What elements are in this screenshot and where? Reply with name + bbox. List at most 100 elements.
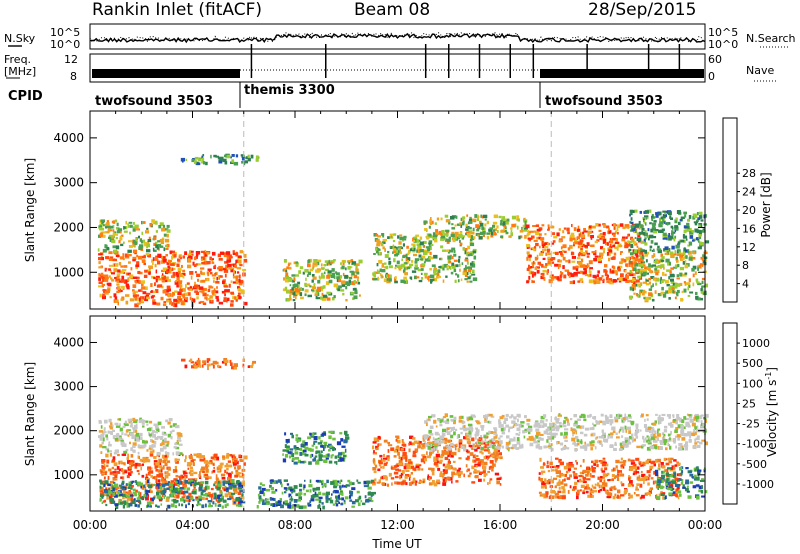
range-gate-cell	[120, 243, 124, 247]
range-gate-cell	[453, 421, 456, 425]
range-gate-cell	[698, 234, 702, 237]
range-gate-cell	[465, 228, 469, 231]
range-gate-cell	[112, 477, 116, 481]
range-gate-cell	[174, 465, 177, 470]
range-gate-cell	[109, 453, 112, 457]
range-gate-cell	[484, 435, 489, 438]
range-gate-cell	[418, 279, 423, 283]
range-gate-cell	[572, 266, 577, 270]
range-gate-cell	[469, 434, 472, 438]
range-gate-cell	[687, 249, 690, 254]
range-gate-cell	[195, 286, 200, 290]
range-gate-cell	[122, 490, 126, 494]
range-gate-cell	[112, 258, 117, 262]
range-gate-cell	[210, 459, 213, 462]
range-gate-cell	[98, 225, 102, 228]
range-gate-cell	[168, 298, 172, 301]
range-gate-cell	[411, 247, 416, 251]
freq-tick-high: 12	[64, 53, 78, 66]
range-gate-cell	[426, 422, 428, 427]
range-gate-cell	[178, 255, 181, 259]
range-gate-cell	[146, 501, 152, 505]
range-gate-cell	[487, 449, 490, 453]
range-gate-cell	[183, 490, 189, 494]
range-gate-cell	[191, 297, 194, 302]
range-gate-cell	[160, 296, 164, 301]
range-gate-cell	[186, 495, 190, 499]
range-gate-cell	[101, 472, 106, 475]
range-gate-cell	[453, 250, 456, 253]
range-gate-cell	[616, 248, 619, 251]
range-gate-cell	[160, 447, 164, 452]
range-gate-cell	[630, 436, 634, 441]
range-gate-cell	[226, 503, 229, 507]
range-gate-cell	[412, 450, 416, 455]
range-gate-cell	[120, 265, 124, 268]
range-gate-cell	[204, 473, 209, 476]
range-gate-cell	[550, 436, 555, 440]
range-gate-cell	[115, 278, 120, 282]
range-gate-cell	[101, 283, 105, 286]
range-gate-cell	[161, 426, 165, 429]
range-gate-cell	[413, 239, 418, 243]
range-gate-cell	[496, 449, 500, 452]
range-gate-cell	[155, 269, 158, 274]
range-gate-cell	[625, 243, 628, 247]
range-gate-cell	[691, 432, 696, 437]
range-gate-cell	[99, 293, 102, 298]
range-gate-cell	[156, 483, 160, 487]
range-gate-cell	[509, 416, 512, 419]
range-gate-cell	[311, 274, 315, 277]
range-gate-cell	[668, 237, 672, 241]
range-gate-cell	[601, 237, 605, 241]
range-gate-cell	[303, 444, 306, 448]
range-gate-cell	[403, 280, 408, 284]
range-gate-cell	[536, 228, 541, 232]
range-gate-cell	[310, 495, 315, 499]
range-gate-cell	[122, 271, 126, 274]
range-gate-cell	[130, 454, 134, 458]
range-gate-cell	[179, 288, 183, 293]
range-gate-cell	[291, 453, 295, 457]
range-gate-cell	[122, 425, 125, 429]
range-gate-cell	[177, 258, 180, 262]
range-gate-cell	[106, 278, 109, 282]
range-gate-cell	[494, 448, 499, 452]
range-gate-cell	[116, 436, 119, 440]
range-gate-cell	[663, 439, 668, 443]
range-gate-cell	[238, 486, 243, 490]
range-gate-cell	[667, 442, 669, 446]
range-gate-cell	[235, 154, 239, 158]
range-gate-cell	[684, 446, 688, 451]
range-gate-cell	[235, 480, 240, 485]
range-gate-cell	[132, 284, 137, 288]
range-gate-cell	[475, 431, 480, 436]
range-gate-cell	[417, 467, 421, 471]
range-gate-cell	[472, 454, 476, 459]
range-gate-cell	[646, 272, 649, 275]
range-gate-cell	[116, 466, 120, 470]
range-gate-cell	[701, 229, 706, 233]
range-gate-cell	[612, 279, 617, 283]
range-gate-cell	[648, 277, 652, 281]
range-gate-cell	[294, 283, 299, 288]
range-gate-cell	[412, 244, 416, 248]
range-gate-cell	[304, 442, 308, 446]
range-gate-cell	[660, 259, 665, 262]
range-gate-cell	[472, 236, 476, 239]
range-gate-cell	[98, 435, 103, 439]
range-gate-cell	[664, 273, 667, 277]
range-gate-cell	[332, 491, 335, 494]
range-gate-cell	[679, 419, 682, 423]
range-gate-cell	[234, 296, 236, 300]
range-gate-cell	[693, 221, 699, 224]
range-gate-cell	[652, 236, 657, 239]
range-gate-cell	[198, 455, 202, 459]
range-gate-cell	[639, 210, 642, 214]
range-gate-cell	[307, 436, 312, 440]
range-gate-cell	[492, 455, 497, 459]
range-gate-cell	[198, 301, 201, 304]
range-gate-cell	[338, 494, 340, 499]
range-gate-cell	[195, 498, 200, 501]
range-gate-cell	[679, 282, 683, 286]
